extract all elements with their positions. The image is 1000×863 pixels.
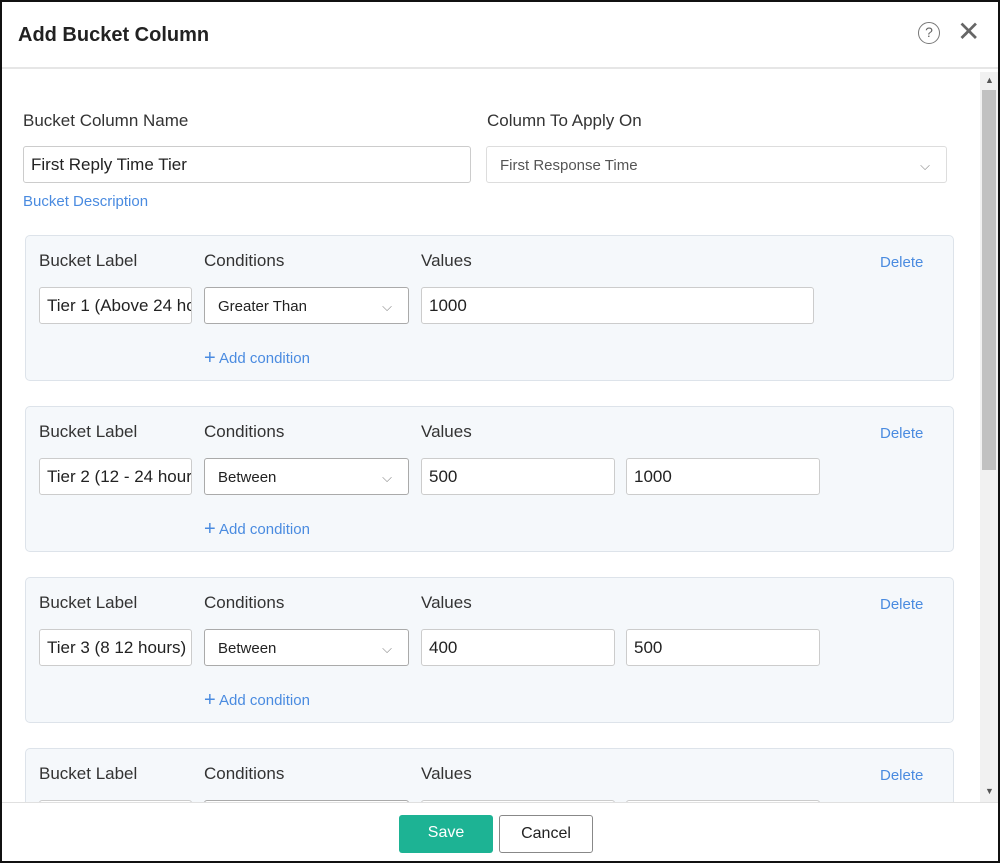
condition-value: Between — [218, 640, 277, 657]
chevron-down-icon: ⌵ — [382, 299, 392, 314]
column-to-apply-value: First Response Time — [500, 157, 638, 174]
condition-select[interactable]: ⌵ — [204, 800, 409, 802]
condition-value: Greater Than — [218, 298, 307, 315]
plus-icon: + — [204, 689, 216, 711]
close-icon[interactable]: ✕ — [957, 16, 981, 47]
value-from-input[interactable]: 400 — [421, 629, 615, 666]
bucket-card: Bucket Label Conditions Values Delete Ti… — [25, 235, 954, 381]
bucket-label-input[interactable]: Tier 2 (12 - 24 hours) — [39, 458, 192, 495]
condition-select[interactable]: Between ⌵ — [204, 629, 409, 666]
value-from-input[interactable]: 500 — [421, 458, 615, 495]
condition-value: Between — [218, 469, 277, 486]
dialog-body: Bucket Column Name First Reply Time Tier… — [2, 70, 978, 802]
chevron-down-icon: ⌵ — [382, 641, 392, 656]
add-condition-link[interactable]: + Add condition — [204, 517, 310, 540]
scrollbar[interactable]: ▲ ▼ — [980, 72, 998, 802]
column-to-apply-label: Column To Apply On — [487, 111, 642, 130]
condition-select[interactable]: Between ⌵ — [204, 458, 409, 495]
bucket-card: Bucket Label Conditions Values Delete ⌵ … — [25, 748, 954, 802]
scrollbar-thumb[interactable] — [982, 90, 996, 470]
add-condition-label: Add condition — [219, 350, 310, 367]
chevron-down-icon: ⌵ — [382, 470, 392, 485]
bucket-description-link[interactable]: Bucket Description — [23, 193, 149, 210]
column-to-apply-select[interactable]: First Response Time ⌵ — [486, 146, 947, 183]
value-input[interactable]: 1000 — [421, 287, 814, 324]
conditions-heading: Conditions — [204, 251, 285, 270]
add-condition-label: Add condition — [219, 692, 310, 709]
add-condition-label: Add condition — [219, 521, 310, 538]
bucket-card: Bucket Label Conditions Values Delete Ti… — [25, 406, 954, 552]
condition-select[interactable]: Greater Than ⌵ — [204, 287, 409, 324]
bucket-label-input[interactable] — [39, 800, 192, 802]
bucket-label-heading: Bucket Label — [39, 251, 138, 270]
add-condition-link[interactable]: + Add condition — [204, 688, 310, 711]
delete-bucket-link[interactable]: Delete — [880, 767, 924, 784]
bucket-card: Bucket Label Conditions Values Delete Ti… — [25, 577, 954, 723]
dialog-title: Add Bucket Column — [18, 24, 210, 46]
dialog-footer: Save Cancel — [2, 802, 998, 861]
dialog-header: Add Bucket Column ? ✕ — [2, 2, 998, 69]
values-heading: Values — [421, 251, 472, 270]
bucket-label-heading: Bucket Label — [39, 764, 138, 783]
bucket-label-input[interactable]: Tier 1 (Above 24 hours) — [39, 287, 192, 324]
value-to-input[interactable]: 1000 — [626, 458, 820, 495]
delete-bucket-link[interactable]: Delete — [880, 596, 924, 613]
delete-bucket-link[interactable]: Delete — [880, 425, 924, 442]
chevron-down-icon: ⌵ — [920, 158, 930, 173]
values-heading: Values — [421, 764, 472, 783]
conditions-heading: Conditions — [204, 593, 285, 612]
values-heading: Values — [421, 593, 472, 612]
bucket-label-heading: Bucket Label — [39, 593, 138, 612]
bucket-column-name-label: Bucket Column Name — [23, 111, 189, 130]
save-button[interactable]: Save — [399, 815, 493, 853]
conditions-heading: Conditions — [204, 422, 285, 441]
value-to-input[interactable]: 500 — [626, 629, 820, 666]
values-heading: Values — [421, 422, 472, 441]
add-condition-link[interactable]: + Add condition — [204, 346, 310, 369]
value-from-input[interactable] — [421, 800, 615, 802]
plus-icon: + — [204, 518, 216, 540]
bucket-label-input[interactable]: Tier 3 (8 12 hours) — [39, 629, 192, 666]
delete-bucket-link[interactable]: Delete — [880, 254, 924, 271]
conditions-heading: Conditions — [204, 764, 285, 783]
cancel-button[interactable]: Cancel — [499, 815, 593, 853]
bucket-column-name-input[interactable]: First Reply Time Tier — [23, 146, 471, 183]
value-to-input[interactable] — [626, 800, 820, 802]
plus-icon: + — [204, 347, 216, 369]
scroll-up-icon[interactable]: ▲ — [985, 75, 994, 85]
bucket-label-heading: Bucket Label — [39, 422, 138, 441]
help-icon[interactable]: ? — [918, 22, 940, 44]
scroll-down-icon[interactable]: ▼ — [985, 786, 994, 796]
